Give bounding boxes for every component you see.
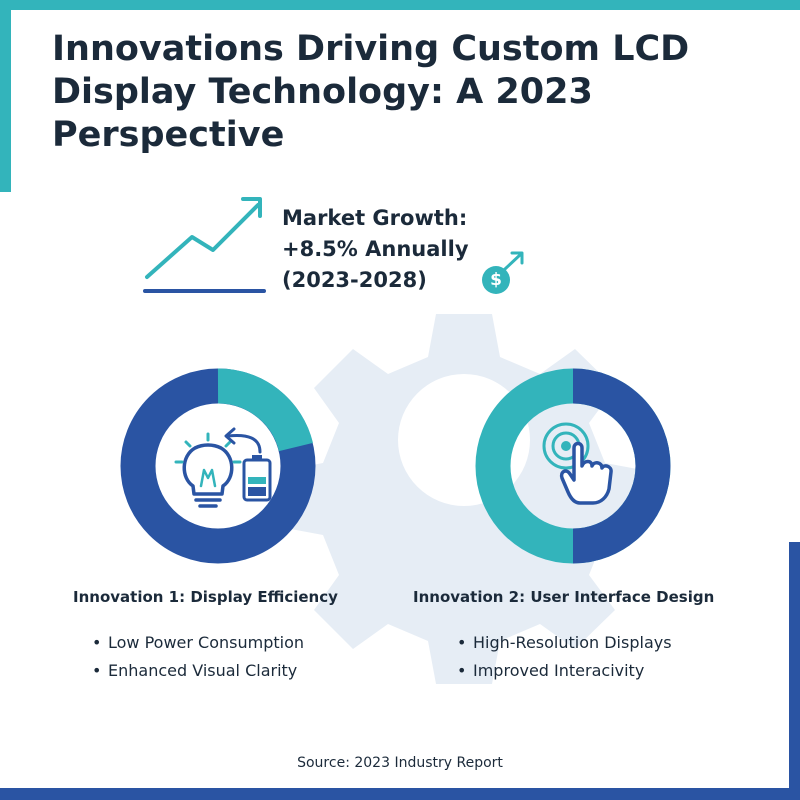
curved-arrow-icon xyxy=(224,427,262,454)
bottom-accent-bar xyxy=(0,788,800,800)
growth-trend-icon xyxy=(143,197,266,293)
top-accent-bar xyxy=(0,0,800,10)
donut-left xyxy=(120,368,316,564)
battery-icon xyxy=(242,455,272,502)
touch-hand-icon xyxy=(542,422,613,505)
innovation-1-bullets: Low Power Consumption Enhanced Visual Cl… xyxy=(92,629,304,685)
donut-right xyxy=(475,368,671,564)
innovation-1-bullet: Low Power Consumption xyxy=(92,629,304,657)
right-accent-bar xyxy=(789,542,800,800)
market-growth-label: Market Growth: xyxy=(282,206,468,230)
market-growth-period: (2023-2028) xyxy=(282,268,427,292)
dollar-icon: $ xyxy=(482,266,510,294)
arrow-up-right-icon xyxy=(503,251,524,271)
innovation-2-title: Innovation 2: User Interface Design xyxy=(413,588,715,606)
innovation-2-bullet: High-Resolution Displays xyxy=(457,629,672,657)
market-growth-rate: +8.5% Annually xyxy=(282,237,469,261)
source-note: Source: 2023 Industry Report xyxy=(297,755,503,771)
lightbulb-icon xyxy=(174,432,242,508)
innovation-1-title: Innovation 1: Display Efficiency xyxy=(73,588,338,606)
left-accent-bar xyxy=(0,0,11,192)
market-growth-text: Market Growth: +8.5% Annually (2023-2028… xyxy=(282,203,502,296)
page-title: Innovations Driving Custom LCD Display T… xyxy=(52,29,690,155)
innovation-1-bullet: Enhanced Visual Clarity xyxy=(92,657,304,685)
innovation-2-bullet: Improved Interacivity xyxy=(457,657,672,685)
innovation-2-bullets: High-Resolution Displays Improved Intera… xyxy=(457,629,672,685)
